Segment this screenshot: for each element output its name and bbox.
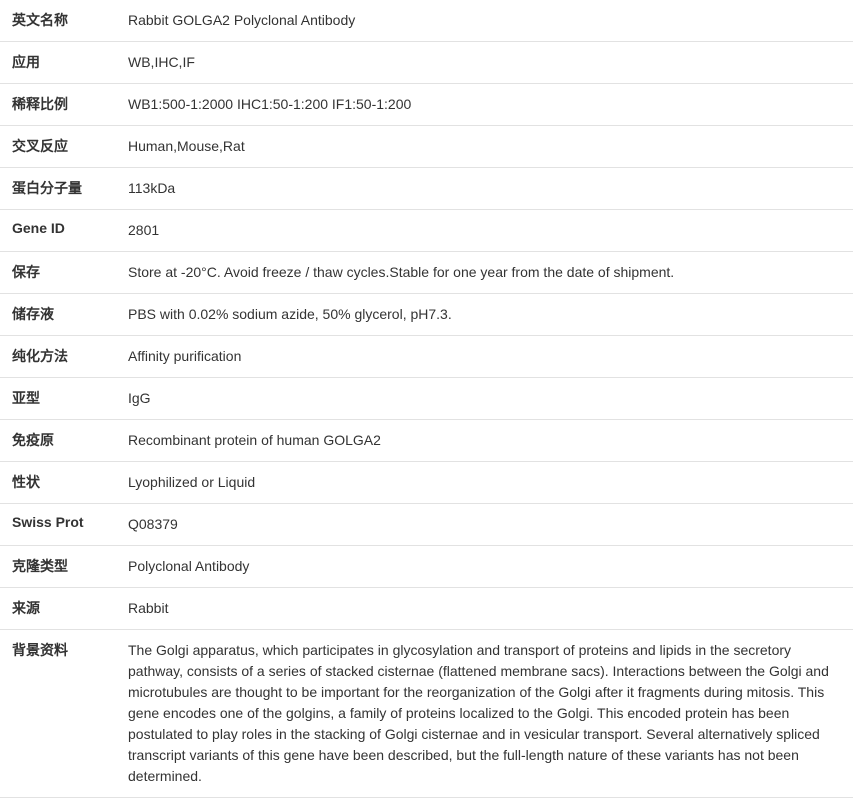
row-value: Polyclonal Antibody <box>120 546 853 588</box>
row-value: IgG <box>120 378 853 420</box>
row-value: WB1:500-1:2000 IHC1:50-1:200 IF1:50-1:20… <box>120 84 853 126</box>
row-label: 性状 <box>0 462 120 504</box>
table-row: 蛋白分子量 113kDa <box>0 168 853 210</box>
row-label: 英文名称 <box>0 0 120 42</box>
row-label: 交叉反应 <box>0 126 120 168</box>
table-row: 免疫原 Recombinant protein of human GOLGA2 <box>0 420 853 462</box>
table-row: 来源 Rabbit <box>0 588 853 630</box>
row-value: Human,Mouse,Rat <box>120 126 853 168</box>
row-label: 来源 <box>0 588 120 630</box>
spec-table: 英文名称 Rabbit GOLGA2 Polyclonal Antibody 应… <box>0 0 853 798</box>
row-value: WB,IHC,IF <box>120 42 853 84</box>
row-value: 2801 <box>120 210 853 252</box>
table-row: 稀释比例 WB1:500-1:2000 IHC1:50-1:200 IF1:50… <box>0 84 853 126</box>
table-row: 应用 WB,IHC,IF <box>0 42 853 84</box>
row-label: 克隆类型 <box>0 546 120 588</box>
row-label: 背景资料 <box>0 630 120 798</box>
row-value: Rabbit GOLGA2 Polyclonal Antibody <box>120 0 853 42</box>
row-label: Swiss Prot <box>0 504 120 546</box>
row-value: Lyophilized or Liquid <box>120 462 853 504</box>
row-label: 亚型 <box>0 378 120 420</box>
row-label: 纯化方法 <box>0 336 120 378</box>
table-row: 亚型 IgG <box>0 378 853 420</box>
row-label: 稀释比例 <box>0 84 120 126</box>
row-value: PBS with 0.02% sodium azide, 50% glycero… <box>120 294 853 336</box>
table-row: 克隆类型 Polyclonal Antibody <box>0 546 853 588</box>
table-row: 保存 Store at -20°C. Avoid freeze / thaw c… <box>0 252 853 294</box>
row-value: Store at -20°C. Avoid freeze / thaw cycl… <box>120 252 853 294</box>
row-value: Rabbit <box>120 588 853 630</box>
table-row: 纯化方法 Affinity purification <box>0 336 853 378</box>
row-label: 蛋白分子量 <box>0 168 120 210</box>
row-label: 应用 <box>0 42 120 84</box>
table-row: 背景资料 The Golgi apparatus, which particip… <box>0 630 853 798</box>
table-row: 交叉反应 Human,Mouse,Rat <box>0 126 853 168</box>
row-value: Affinity purification <box>120 336 853 378</box>
row-value: Recombinant protein of human GOLGA2 <box>120 420 853 462</box>
row-value: 113kDa <box>120 168 853 210</box>
row-label: Gene ID <box>0 210 120 252</box>
row-value: Q08379 <box>120 504 853 546</box>
table-row: Swiss Prot Q08379 <box>0 504 853 546</box>
table-row: 性状 Lyophilized or Liquid <box>0 462 853 504</box>
row-label: 储存液 <box>0 294 120 336</box>
row-label: 免疫原 <box>0 420 120 462</box>
table-row: 储存液 PBS with 0.02% sodium azide, 50% gly… <box>0 294 853 336</box>
row-value: The Golgi apparatus, which participates … <box>120 630 853 798</box>
spec-table-body: 英文名称 Rabbit GOLGA2 Polyclonal Antibody 应… <box>0 0 853 798</box>
row-label: 保存 <box>0 252 120 294</box>
table-row: Gene ID 2801 <box>0 210 853 252</box>
table-row: 英文名称 Rabbit GOLGA2 Polyclonal Antibody <box>0 0 853 42</box>
